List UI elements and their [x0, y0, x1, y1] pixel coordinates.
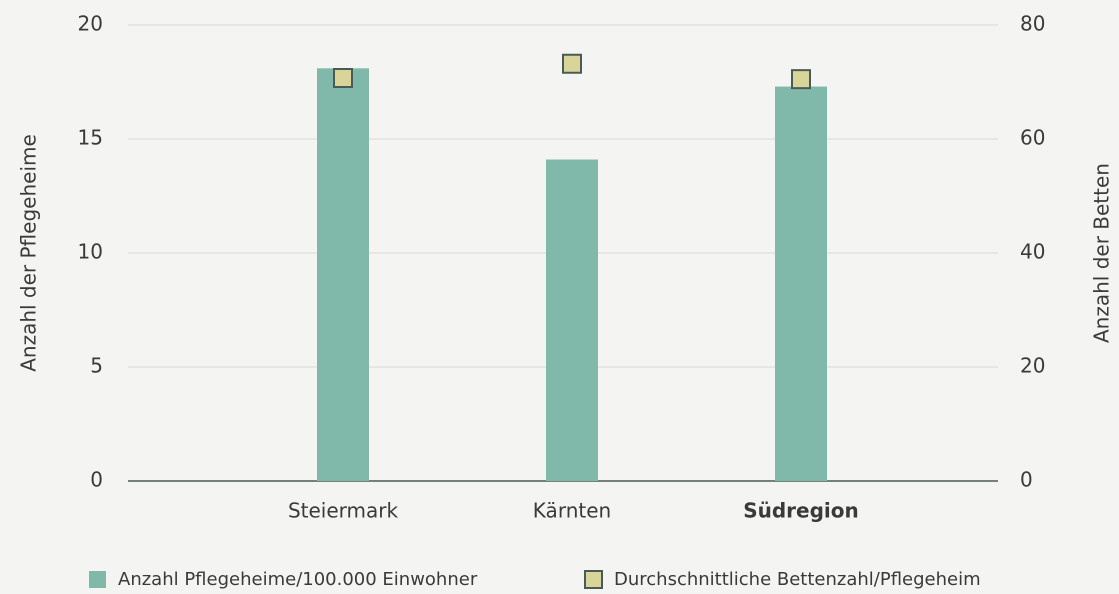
marker [562, 53, 582, 74]
y-tick-label: 15 [78, 126, 103, 150]
x-tick-label: Kärnten [533, 499, 611, 523]
y2-tick-label: 0 [1020, 468, 1033, 492]
x-tick-label: Südregion [743, 499, 859, 523]
legend-label: Anzahl Pflegeheime/100.000 Einwohner [118, 569, 478, 590]
marker [333, 68, 353, 89]
marker [791, 69, 811, 90]
y-tick-label: 10 [78, 240, 103, 264]
bar [775, 86, 827, 481]
bar [317, 68, 369, 481]
y-axis-label: Anzahl der Pflegeheime [17, 134, 41, 372]
legend-swatch [89, 571, 106, 588]
y-tick-label: 5 [90, 354, 103, 378]
y-tick-label: 20 [78, 12, 103, 36]
y2-tick-label: 60 [1020, 126, 1045, 150]
y2-axis-label: Anzahl der Betten [1090, 163, 1114, 343]
y-tick-label: 0 [90, 468, 103, 492]
legend-swatch [584, 570, 603, 589]
y2-tick-label: 20 [1020, 354, 1045, 378]
y2-tick-label: 40 [1020, 240, 1045, 264]
y2-tick-label: 80 [1020, 12, 1045, 36]
legend-label: Durchschnittliche Bettenzahl/Pflegeheim [614, 569, 981, 590]
bar [546, 159, 598, 481]
x-tick-label: Steiermark [288, 499, 399, 523]
